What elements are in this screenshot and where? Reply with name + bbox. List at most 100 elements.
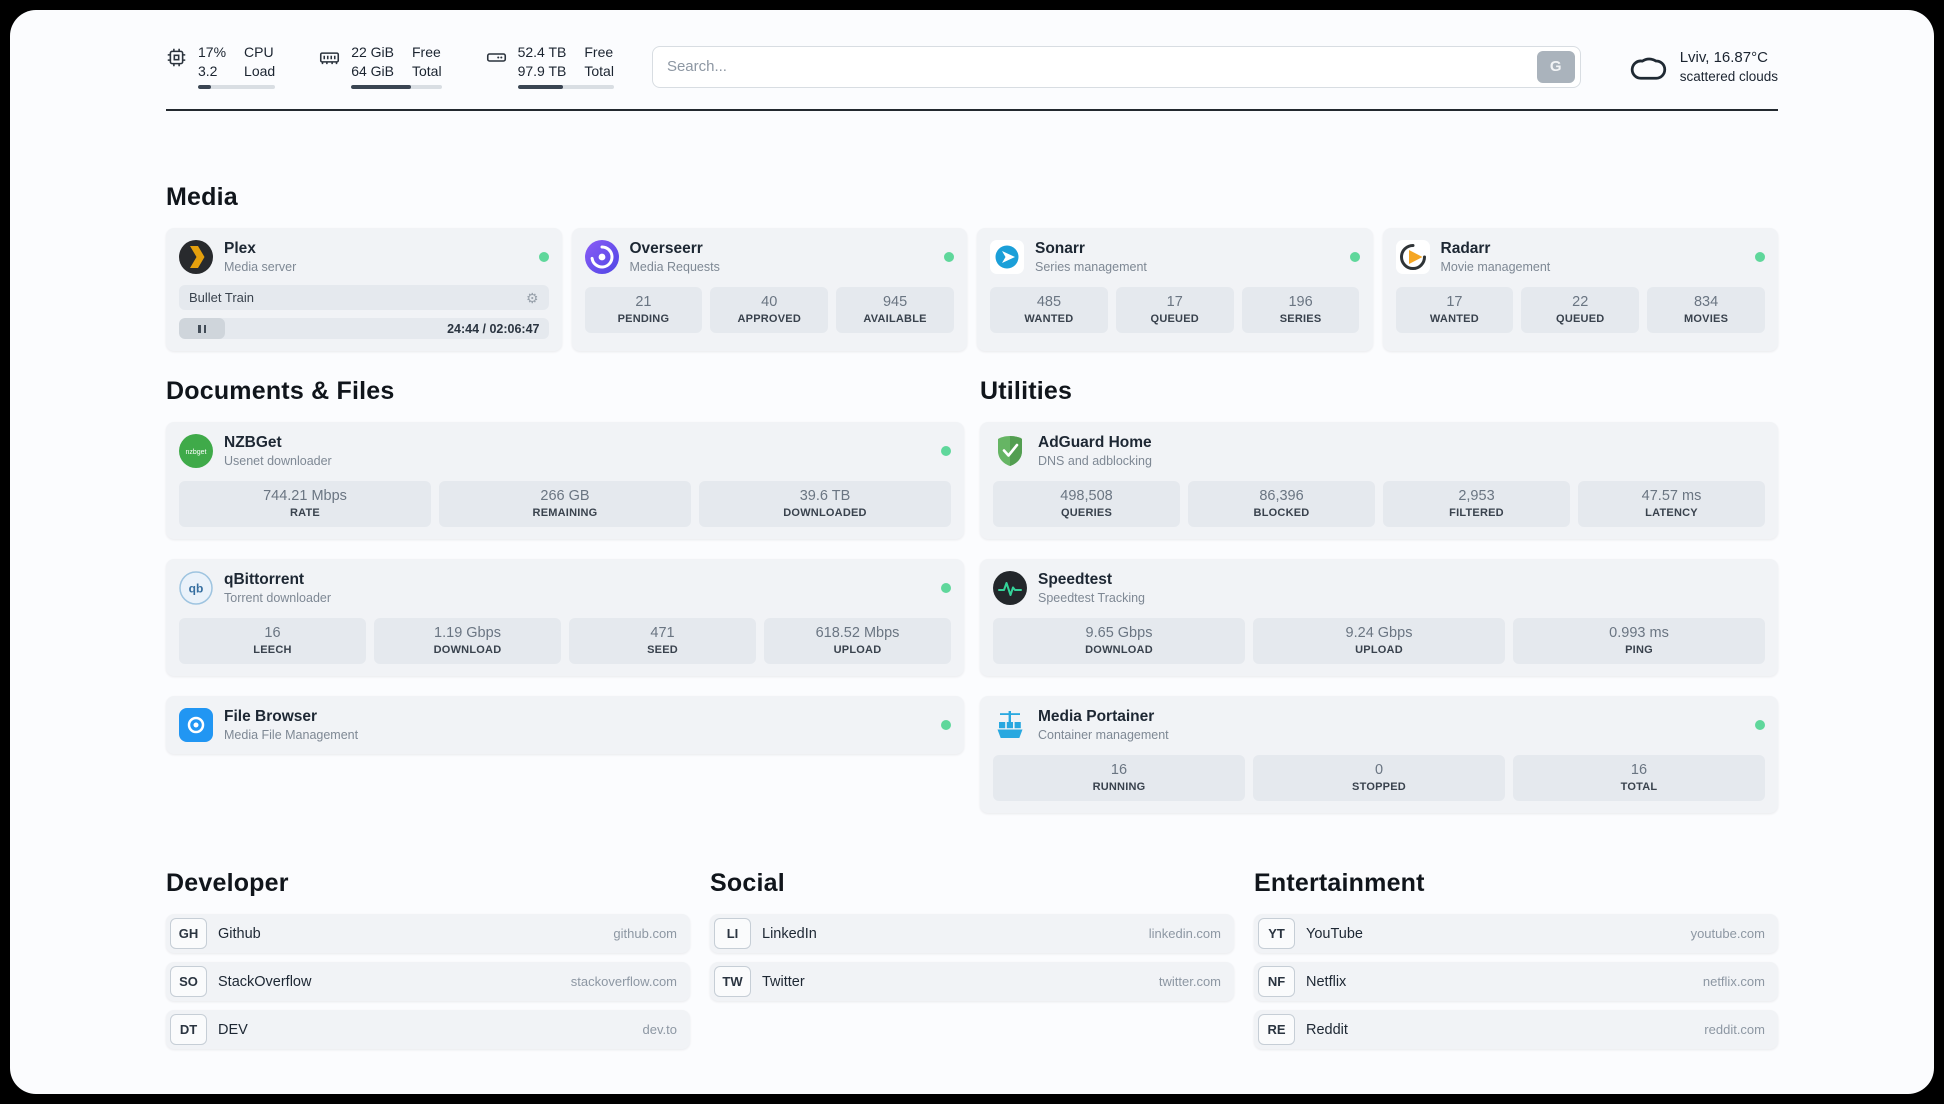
now-playing-row: Bullet Train ⚙ [179,285,549,310]
speedtest-card[interactable]: Speedtest Speedtest Tracking 9.65 Gbps D… [980,559,1778,676]
overseerr-card[interactable]: Overseerr Media Requests 21 PENDING 40 A… [571,228,967,351]
radarr-card[interactable]: Radarr Movie management 17 WANTED 22 QUE… [1382,228,1778,351]
stackoverflow-badge: SO [170,966,207,997]
link-url: github.com [613,926,677,941]
link-github[interactable]: GH Github github.com [166,914,690,953]
stat-value: 0 [1374,762,1384,778]
stat-label: UPLOAD [1355,644,1403,656]
stat-value: 744.21 Mbps [263,488,347,504]
cpu-load-value: 3.2 [198,63,218,79]
link-netflix[interactable]: NF Netflix netflix.com [1254,962,1778,1001]
section-documents: Documents & Files nzbget NZBGet Usenet d… [166,377,964,754]
app-name: Sonarr [1035,240,1085,257]
app-name: Overseerr [629,240,703,257]
qbittorrent-card[interactable]: qb qBittorrent Torrent downloader 16 [166,559,964,676]
link-name: Reddit [1306,1021,1348,1038]
stat-queued: 17 QUEUED [1115,287,1234,333]
stat-label: SERIES [1279,313,1322,325]
stat-value: 39.6 TB [799,488,851,504]
ram-stat-widget: 22 GiB 64 GiB Free Total [319,44,442,89]
link-dev[interactable]: DT DEV dev.to [166,1010,690,1049]
weather-widget[interactable]: Lviv, 16.87°C scattered clouds [1623,48,1778,86]
pause-button[interactable] [179,318,225,339]
sonarr-card[interactable]: Sonarr Series management 485 WANTED 17 Q… [977,228,1373,351]
stat-label: AVAILABLE [863,313,927,325]
link-linkedin[interactable]: LI LinkedIn linkedin.com [710,914,1234,953]
stat-pending: 21 PENDING [584,287,703,333]
stat-value: 485 [1036,294,1062,310]
stat-remaining: 266 GB REMAINING [439,481,691,527]
status-dot [1755,720,1765,730]
speedtest-head-text: Speedtest Speedtest Tracking [1038,571,1145,605]
filebrowser-icon [179,708,213,742]
search-input[interactable] [652,58,1537,75]
link-twitter[interactable]: TW Twitter twitter.com [710,962,1234,1001]
portainer-card[interactable]: Media Portainer Container management 16 … [980,696,1778,813]
status-dot [538,252,549,262]
ram-progress-fill [351,85,411,89]
link-name: YouTube [1306,925,1363,942]
stat-value: 22 [1572,294,1589,310]
cpu-label-top: CPU [244,44,274,60]
netflix-badge: NF [1258,966,1295,997]
link-url: dev.to [642,1022,677,1037]
nzbget-head-text: NZBGet Usenet downloader [224,434,332,468]
stat-download: 1.19 Gbps DOWNLOAD [374,618,561,664]
stat-value: 16 [1110,762,1128,778]
sonarr-head-text: Sonarr Series management [1035,240,1147,274]
status-dot [941,583,951,593]
cpu-progress-bar [198,85,276,89]
stat-label: MOVIES [1684,313,1729,325]
stat-label: DOWNLOAD [433,644,502,656]
adguard-card[interactable]: AdGuard Home DNS and adblocking 498,508 … [980,422,1778,539]
app-name: Media Portainer [1038,708,1155,725]
stat-label: STOPPED [1352,781,1406,793]
app-subtitle: Media Requests [629,260,720,274]
filebrowser-head-text: File Browser Media File Management [224,708,358,742]
link-reddit[interactable]: RE Reddit reddit.com [1254,1010,1778,1049]
app-name: Radarr [1440,240,1491,257]
stat-stopped: 0 STOPPED [1253,755,1505,801]
app-subtitle: Container management [1038,728,1169,742]
stat-label: FILTERED [1449,507,1504,519]
status-dot [941,446,951,456]
filebrowser-card[interactable]: File Browser Media File Management [166,696,964,754]
topbar-divider [166,109,1778,111]
speedtest-icon [993,571,1027,605]
app-subtitle: DNS and adblocking [1038,454,1152,468]
stat-value: 2,953 [1458,488,1495,504]
search-engine-button[interactable]: G [1536,50,1575,83]
stat-value: 266 GB [540,488,590,504]
plex-head-text: Plex Media server [224,240,296,274]
gear-icon[interactable]: ⚙ [525,289,539,306]
stat-label: LATENCY [1645,507,1698,519]
stat-label: QUEUED [1150,313,1199,325]
link-youtube[interactable]: YT YouTube youtube.com [1254,914,1778,953]
stat-download: 9.65 Gbps DOWNLOAD [993,618,1245,664]
weather-condition: scattered clouds [1679,69,1778,84]
disk-progress-bar [517,85,614,89]
link-name: Netflix [1306,973,1347,990]
search-bar[interactable]: G [651,45,1581,88]
app-name: qBittorrent [224,571,305,588]
stat-wanted: 17 WANTED [1395,287,1514,333]
stat-value: 9.24 Gbps [1345,625,1413,641]
ram-free-value: 22 GiB [351,44,394,60]
disk-stat-widget: 52.4 TB 97.9 TB Free Total [486,44,614,89]
ram-icon [319,47,340,68]
plex-card[interactable]: Plex Media server Bullet Train ⚙ 24:44 /… [166,228,562,351]
stat-label: PENDING [617,313,670,325]
stat-label: APPROVED [737,313,801,325]
app-subtitle: Movie management [1440,260,1551,274]
ram-progress-bar [351,85,442,89]
link-stackoverflow[interactable]: SO StackOverflow stackoverflow.com [166,962,690,1001]
link-name: DEV [218,1021,248,1038]
stat-filtered: 2,953 FILTERED [1383,481,1570,527]
link-url: twitter.com [1158,974,1221,989]
github-badge: GH [170,918,207,949]
nzbget-card[interactable]: nzbget NZBGet Usenet downloader 744.21 M… [166,422,964,539]
status-dot [1755,252,1765,262]
stat-running: 16 RUNNING [993,755,1245,801]
dashboard-window: 17% 3.2 CPU Load [10,10,1934,1094]
stat-queries: 498,508 QUERIES [993,481,1180,527]
